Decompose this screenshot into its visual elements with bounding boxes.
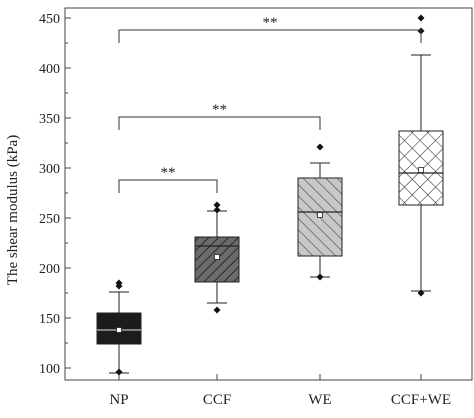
plot-frame <box>64 7 473 381</box>
outlier-point <box>316 143 324 151</box>
significance-label: ** <box>263 15 278 31</box>
bracket-line <box>118 29 422 43</box>
outlier-point <box>115 279 123 287</box>
iqr-box <box>194 236 240 283</box>
bracket-line <box>118 179 218 193</box>
y-tick-label: 200 <box>39 262 60 277</box>
x-tick-label: WE <box>308 392 331 408</box>
y-tick-label: 100 <box>39 362 60 377</box>
outlier-point <box>213 206 221 214</box>
significance-label: ** <box>161 165 176 181</box>
significance-label: ** <box>212 102 227 118</box>
x-tick-label: CCF+WE <box>391 392 451 408</box>
mean-marker <box>418 167 424 173</box>
significance-bracket: ** <box>118 15 422 43</box>
boxes <box>96 14 444 376</box>
outlier-point <box>417 289 425 297</box>
bracket-line <box>118 116 321 130</box>
y-axis-label: The shear modulus (kPa) <box>5 135 21 285</box>
mean-marker <box>317 212 323 218</box>
outlier-point <box>213 201 221 209</box>
box-np <box>96 279 142 376</box>
significance-bracket: ** <box>118 165 218 193</box>
y-tick-label: 150 <box>39 312 60 327</box>
outlier-point <box>417 14 425 22</box>
y-tick-label: 400 <box>39 62 60 77</box>
mean-marker <box>116 327 122 333</box>
y-tick-label: 300 <box>39 162 60 177</box>
significance-brackets: ** ** ** <box>118 15 422 193</box>
significance-bracket: ** <box>118 102 321 130</box>
outlier-point <box>316 273 324 281</box>
box-ccf-we <box>398 14 444 297</box>
box-we <box>297 143 343 281</box>
box-ccf <box>194 201 240 314</box>
x-tick-label: NP <box>109 392 128 408</box>
mean-marker <box>214 254 220 260</box>
outlier-point <box>115 368 123 376</box>
outlier-point <box>213 306 221 314</box>
y-tick-label: 250 <box>39 212 60 227</box>
y-tick-label: 350 <box>39 112 60 127</box>
axes: 100 150 200 250 300 350 400 450 NP CCF WE CCF+WE <box>39 7 473 408</box>
x-tick-label: CCF <box>203 392 231 408</box>
y-tick-label: 450 <box>39 12 60 27</box>
